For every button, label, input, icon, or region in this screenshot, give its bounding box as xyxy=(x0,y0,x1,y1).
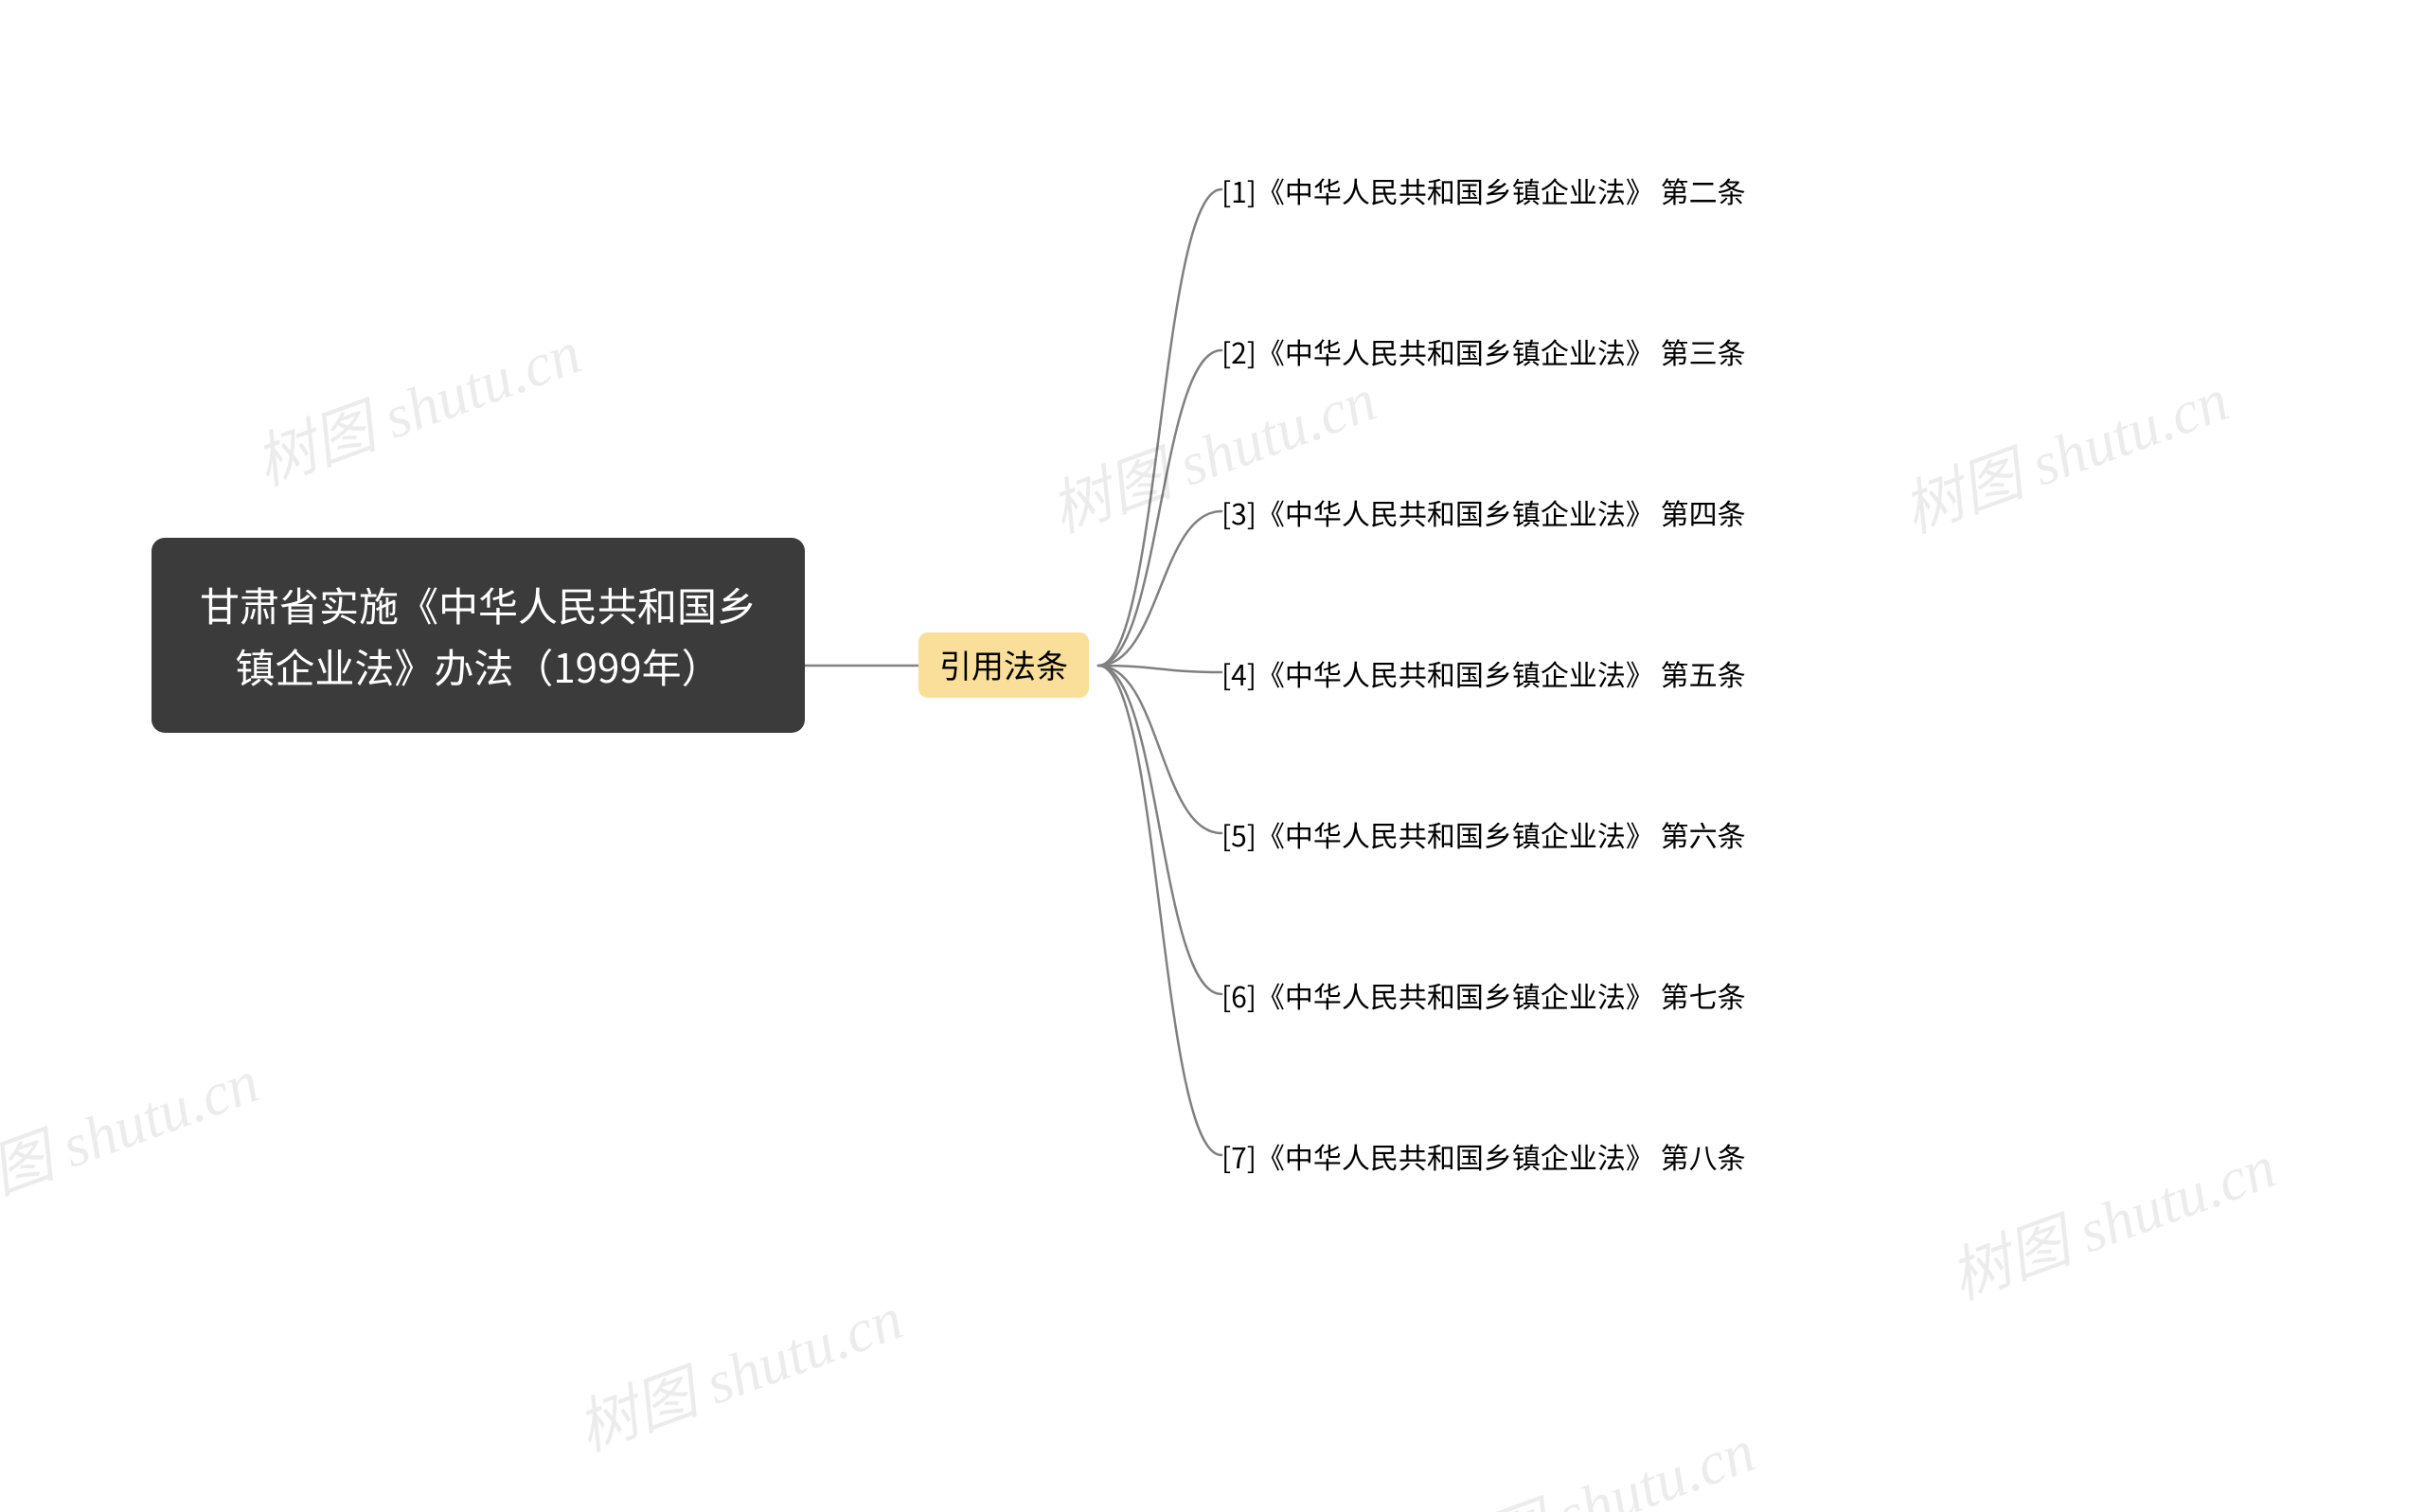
leaf-node-text: [3]《中华人民共和国乡镇企业法》 第四条 xyxy=(1221,491,1746,533)
leaf-node-text: [2]《中华人民共和国乡镇企业法》 第三条 xyxy=(1221,330,1746,372)
watermark: 树图 shutu.cn xyxy=(563,1270,913,1468)
leaf-node-text: [6]《中华人民共和国乡镇企业法》 第七条 xyxy=(1221,974,1746,1016)
leaf-node: [7]《中华人民共和国乡镇企业法》 第八条 xyxy=(1221,1139,1746,1173)
root-node-text: 甘肃省实施《中华人民共和国乡镇企业法》办法（1999年） xyxy=(200,576,757,695)
watermark: 树图 shutu.cn xyxy=(279,1478,629,1512)
mid-node: 引用法条 xyxy=(918,632,1089,698)
leaf-node: [3]《中华人民共和国乡镇企业法》 第四条 xyxy=(1221,495,1746,529)
leaf-node-text: [4]《中华人民共和国乡镇企业法》 第五条 xyxy=(1221,652,1746,694)
mid-node-text: 引用法条 xyxy=(939,641,1068,687)
root-node: 甘肃省实施《中华人民共和国乡镇企业法》办法（1999年） xyxy=(152,538,805,733)
leaf-node: [5]《中华人民共和国乡镇企业法》 第六条 xyxy=(1221,817,1746,851)
leaf-node: [6]《中华人民共和国乡镇企业法》 第七条 xyxy=(1221,978,1746,1012)
leaf-node-text: [1]《中华人民共和国乡镇企业法》 第二条 xyxy=(1221,169,1746,211)
watermark: 树图 shutu.cn xyxy=(0,1033,269,1231)
connector-lines xyxy=(0,0,2424,1512)
leaf-node: [4]《中华人民共和国乡镇企业法》 第五条 xyxy=(1221,656,1746,690)
watermark: 树图 shutu.cn xyxy=(1936,1118,2286,1316)
leaf-node: [1]《中华人民共和国乡镇企业法》 第二条 xyxy=(1221,173,1746,207)
watermark: 树图 shutu.cn xyxy=(1416,1402,1765,1512)
leaf-node: [2]《中华人民共和国乡镇企业法》 第三条 xyxy=(1221,334,1746,368)
watermark: 树图 shutu.cn xyxy=(1889,351,2238,549)
watermark: 树图 shutu.cn xyxy=(241,304,591,502)
leaf-node-text: [5]《中华人民共和国乡镇企业法》 第六条 xyxy=(1221,813,1746,855)
leaf-node-text: [7]《中华人民共和国乡镇企业法》 第八条 xyxy=(1221,1135,1746,1177)
